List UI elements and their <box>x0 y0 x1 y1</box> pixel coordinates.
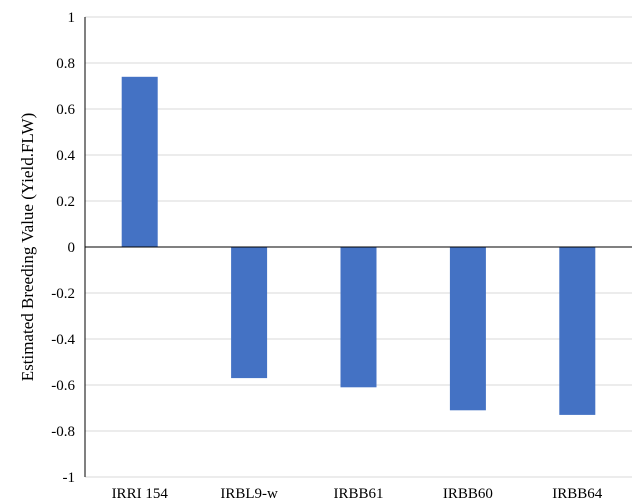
y-tick-label: -0.2 <box>51 286 75 302</box>
bar-irri-154 <box>121 76 158 247</box>
y-tick-label: 0.8 <box>56 56 75 72</box>
y-tick-label: 0.4 <box>56 148 75 164</box>
y-tick-label: -1 <box>63 470 76 486</box>
y-tick-label: -0.6 <box>51 378 75 394</box>
x-tick-labels: IRRI 154 IRBL9-w IRBB61 IRBB60 IRBB64 <box>112 486 603 502</box>
x-tick-label: IRBL9-w <box>220 486 278 502</box>
y-tick-label: 0 <box>68 240 76 256</box>
bar-irbb60 <box>449 247 486 411</box>
x-tick-label: IRBB64 <box>552 486 603 502</box>
y-tick-label: 1 <box>68 10 76 26</box>
bar-irbb61 <box>340 247 377 388</box>
y-tick-label: -0.4 <box>51 332 75 348</box>
x-tick-label: IRRI 154 <box>112 486 169 502</box>
y-tick-labels: 1 0.8 0.6 0.4 0.2 0 -0.2 -0.4 -0.6 -0.8 -1 <box>51 10 75 486</box>
x-tick-label: IRBB60 <box>443 486 493 502</box>
bar-irbl9-w <box>231 247 268 379</box>
axes <box>84 17 632 477</box>
y-tick-label: -0.8 <box>51 424 75 440</box>
y-tick-label: 0.2 <box>56 194 75 210</box>
y-axis-title: Estimated Breeding Value (Yield.FLW) <box>18 113 37 381</box>
bar-irbb64 <box>559 247 596 415</box>
x-tick-label: IRBB61 <box>333 486 383 502</box>
bars <box>121 76 596 415</box>
y-tick-label: 0.6 <box>56 102 75 118</box>
